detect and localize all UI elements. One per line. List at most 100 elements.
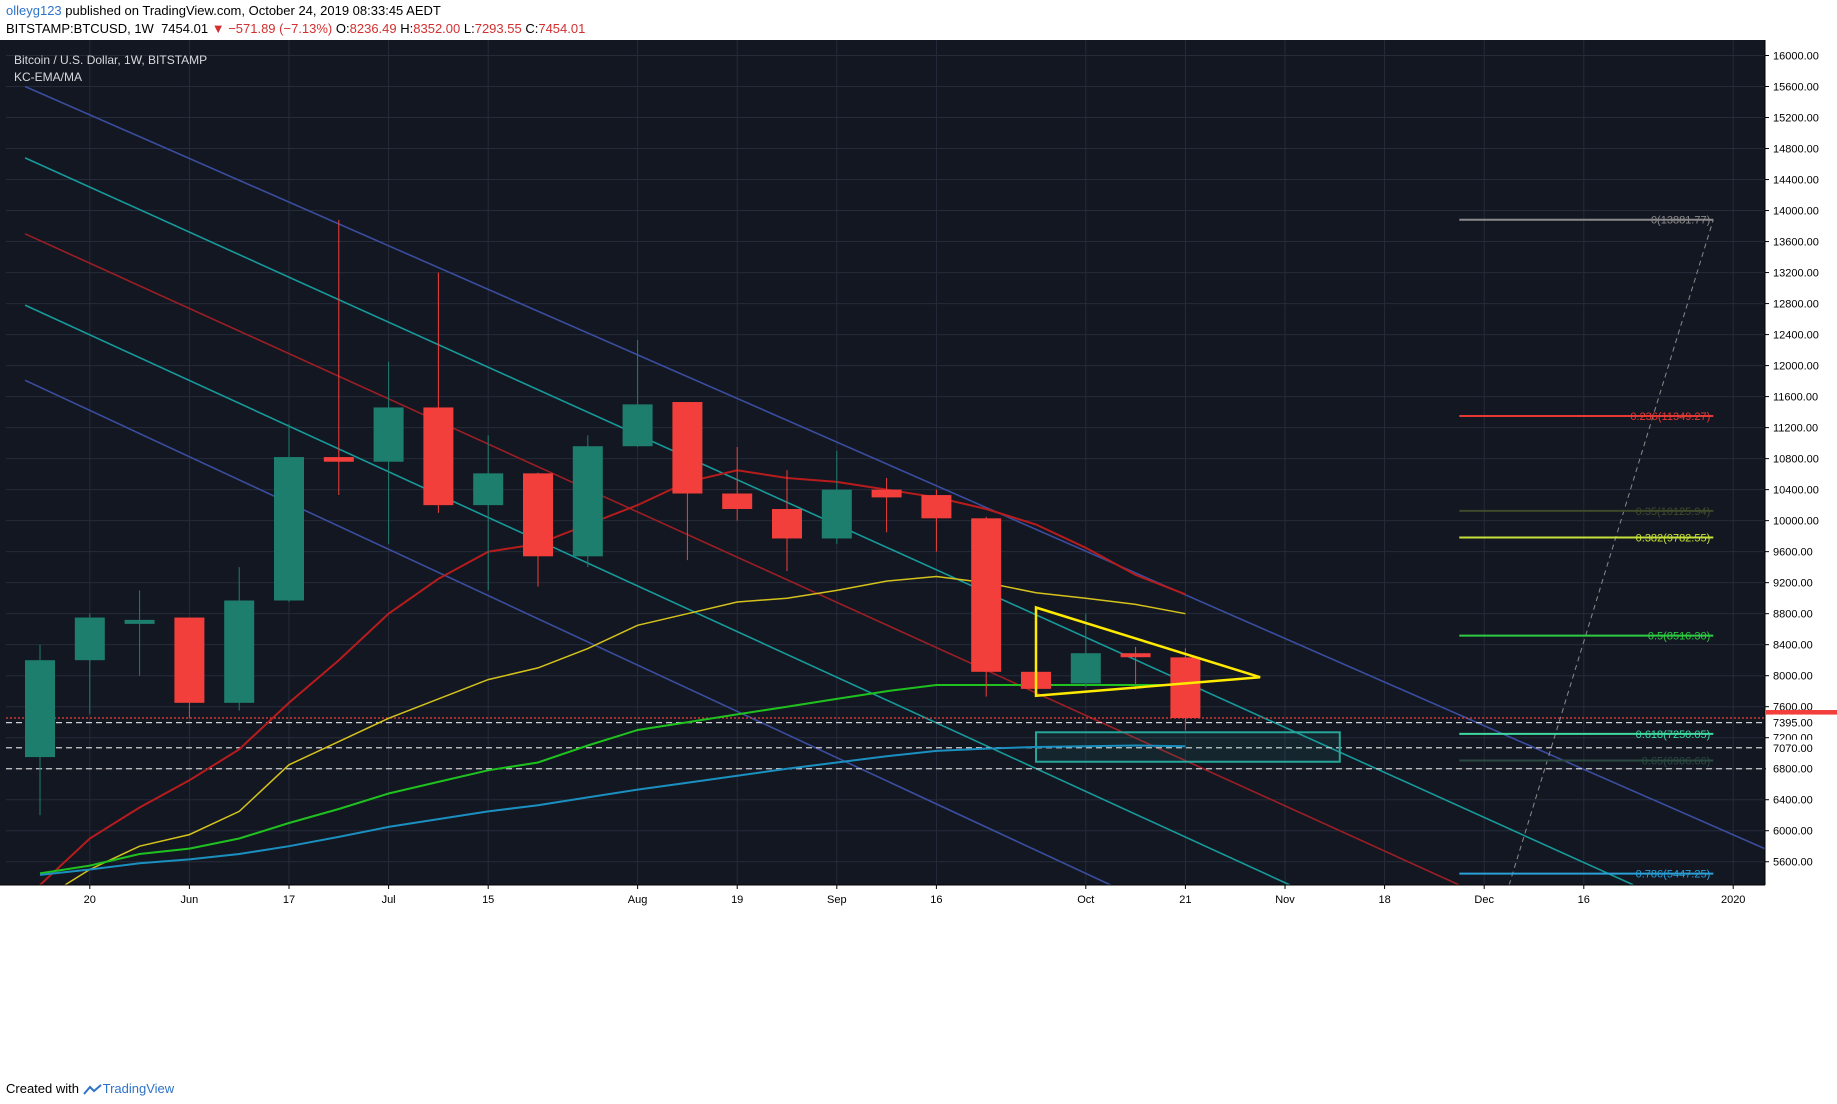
fib-level-label: 0.382(9782.55) xyxy=(1636,532,1711,544)
candle-body xyxy=(274,457,304,601)
price-tick-label: 16000.00 xyxy=(1773,51,1819,63)
high-label: H: xyxy=(400,21,414,36)
price-tick-label: 14800.00 xyxy=(1773,144,1819,156)
channel-line xyxy=(24,233,1460,885)
close-value: 7454.01 xyxy=(538,21,586,36)
time-axis-background xyxy=(0,885,1837,1074)
channel-line xyxy=(24,379,1112,885)
candle-body xyxy=(722,493,753,510)
fib-level-label: 0(13881.77) xyxy=(1651,215,1710,227)
time-axis[interactable]: 20 Jun 17 Jul 15 Aug 19 Sep 16 Oct 21 Nov 18 Dec 16 202… xyxy=(0,884,1837,1074)
candle-body xyxy=(1120,653,1151,658)
candle-body xyxy=(224,600,255,703)
candle-body xyxy=(572,446,603,557)
chart-title: Bitcoin / U.S. Dollar, 1W, BITSTAMP xyxy=(14,53,207,67)
open-value: 8236.49 xyxy=(349,21,397,36)
time-tick-label: Oct xyxy=(1077,894,1094,906)
triangle-outline xyxy=(1034,605,1261,698)
channel-line xyxy=(24,304,1291,885)
indicator-line xyxy=(39,744,1186,876)
ohlc-bar: BITSTAMP:BTCUSD, 1W 7454.01 ▼ −571.89 (−… xyxy=(6,21,585,36)
tradingview-brand: TradingView xyxy=(102,1081,175,1096)
open-label: O: xyxy=(335,21,350,36)
high-value: 8352.00 xyxy=(413,21,461,36)
time-tick-label: 18 xyxy=(1378,894,1390,906)
last-price: 7454.01 xyxy=(161,21,209,36)
time-tick-label: 20 xyxy=(84,894,96,906)
chart-header: olleyg123 published on TradingView.com, … xyxy=(0,0,1837,40)
grid-lines xyxy=(6,40,1765,885)
price-tick-label: 15600.00 xyxy=(1773,82,1819,94)
published-text: published on TradingView.com, October 24… xyxy=(65,3,441,18)
fib-level-label: 0.786(5447.25) xyxy=(1636,869,1711,881)
candle-body xyxy=(423,407,454,506)
chart-footer: Created with TradingView xyxy=(0,1074,1837,1104)
price-tick-label: 6000.00 xyxy=(1773,826,1813,838)
candle-body xyxy=(821,489,852,539)
candle-body xyxy=(473,473,504,506)
price-tick-label: 8400.00 xyxy=(1773,640,1813,652)
candle-body xyxy=(74,617,105,661)
tradingview-logo-icon xyxy=(82,1083,102,1095)
fib-retracement: 0(13881.77) 0.236(11349.27) 0.35(10125.94)… xyxy=(1459,215,1714,885)
price-label: 7395.00 xyxy=(1773,718,1813,730)
time-tick-label: Nov xyxy=(1275,894,1295,906)
fib-level-label: 0.65(6906.66) xyxy=(1642,755,1711,767)
time-tick-label: 19 xyxy=(731,894,743,906)
price-change: −571.89 (−7.13%) xyxy=(228,21,333,36)
price-tick-label: 9200.00 xyxy=(1773,578,1813,590)
horizontal-levels xyxy=(6,717,1765,770)
candle-body xyxy=(323,457,354,462)
candle-body xyxy=(174,617,205,703)
price-label-background xyxy=(1766,739,1837,756)
created-with-text: Created with xyxy=(6,1081,79,1096)
price-tick-label: 14000.00 xyxy=(1773,206,1819,218)
price-tick-label: 10400.00 xyxy=(1773,485,1819,497)
price-tick-label: 13200.00 xyxy=(1773,268,1819,280)
candle-body xyxy=(1070,653,1101,684)
candle-body xyxy=(672,402,703,494)
candle-body xyxy=(871,489,902,498)
footer-branding[interactable]: Created with TradingView xyxy=(6,1081,174,1096)
time-tick-label: 17 xyxy=(283,894,295,906)
publisher-name[interactable]: olleyg123 xyxy=(6,3,62,18)
publish-info: olleyg123 published on TradingView.com, … xyxy=(6,3,441,18)
price-tick-label: 11200.00 xyxy=(1773,423,1818,435)
price-tick-label: 12400.00 xyxy=(1773,330,1819,342)
fib-level-label: 0.5(8516.30) xyxy=(1648,631,1710,643)
indicator-lines xyxy=(39,469,1186,885)
price-label-background xyxy=(1766,760,1837,777)
price-label: 6800.00 xyxy=(1773,764,1813,776)
low-value: 7293.55 xyxy=(474,21,522,36)
candle-body xyxy=(523,473,553,557)
candles xyxy=(25,219,1201,816)
fib-trend-line xyxy=(1508,219,1714,885)
price-tick-label: 8800.00 xyxy=(1773,609,1813,621)
price-tick-label: 9600.00 xyxy=(1773,547,1813,559)
triangle-pattern xyxy=(1034,605,1261,698)
indicator-label: KC-EMA/MA xyxy=(14,70,82,84)
candle-body xyxy=(124,619,155,624)
symbol-label: BITSTAMP:BTCUSD, 1W xyxy=(6,21,154,36)
indicator-line xyxy=(39,469,1186,885)
price-tick-label: 13600.00 xyxy=(1773,237,1819,249)
price-tick-label: 11600.00 xyxy=(1773,392,1818,404)
price-label-background xyxy=(1766,714,1837,731)
price-tick-label: 12800.00 xyxy=(1773,299,1819,311)
candle-body xyxy=(373,407,404,462)
price-chart[interactable]: 0(13881.77) 0.236(11349.27) 0.35(10125.94)… xyxy=(0,40,1837,1074)
candle-body xyxy=(622,404,653,447)
price-label: 7070.00 xyxy=(1773,743,1813,755)
price-tick-label: 5600.00 xyxy=(1773,857,1813,869)
time-tick-label: Jul xyxy=(382,894,396,906)
price-tick-label: 12000.00 xyxy=(1773,361,1819,373)
low-label: L: xyxy=(463,21,475,36)
fib-level-label: 0.236(11349.27) xyxy=(1630,411,1710,423)
time-tick-label: Aug xyxy=(628,894,648,906)
candle-body xyxy=(1170,657,1201,719)
time-tick-label: Sep xyxy=(827,894,847,906)
fib-level-label: 0.35(10125.94) xyxy=(1636,506,1711,518)
price-tick-label: 6400.00 xyxy=(1773,795,1813,807)
price-tick-label: 14400.00 xyxy=(1773,175,1819,187)
time-tick-label: 16 xyxy=(930,894,942,906)
